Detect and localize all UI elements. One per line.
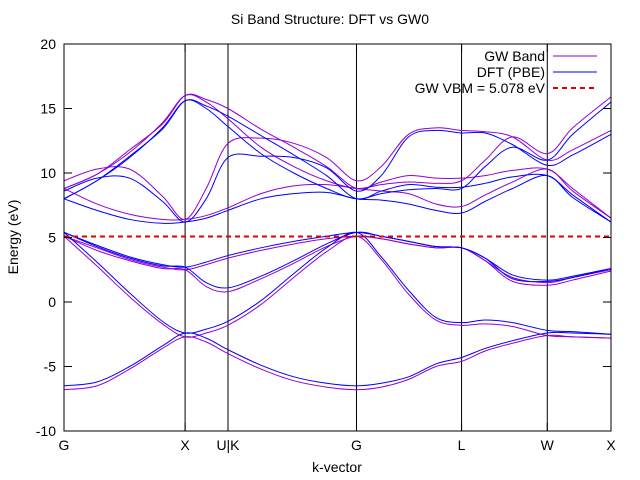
- gw-band-8: [63, 94, 612, 190]
- gw-band-5: [63, 168, 612, 221]
- x-tick-label: X: [606, 437, 616, 453]
- y-tick-label: -5: [44, 359, 57, 375]
- band-lines: [63, 93, 612, 391]
- y-tick-label: 5: [48, 230, 56, 246]
- gw-band-2: [63, 235, 612, 339]
- y-tick-label: -10: [36, 423, 56, 439]
- x-tick-label: U|K: [216, 437, 240, 453]
- x-tick-label: G: [59, 437, 70, 453]
- gw-band-4: [63, 235, 612, 284]
- legend-label: GW Band: [484, 48, 545, 64]
- y-tick-label: 10: [40, 165, 56, 181]
- y-tick-label: 20: [40, 36, 56, 52]
- dft-band-4: [63, 231, 612, 281]
- legend-label: DFT (PBE): [477, 64, 545, 80]
- dft-band-5: [63, 175, 612, 224]
- gw-band-7: [63, 127, 612, 220]
- x-tick-label: G: [351, 437, 362, 453]
- x-axis-label: k-vector: [312, 459, 362, 475]
- dft-band-2: [63, 231, 612, 335]
- x-tick-label: W: [541, 437, 555, 453]
- dft-band-6: [63, 99, 612, 223]
- x-tick-label: X: [180, 437, 190, 453]
- dft-band-8: [63, 99, 612, 200]
- legend-label: GW VBM = 5.078 eV: [415, 80, 546, 96]
- kpoint-lines: [184, 44, 548, 431]
- y-axis-label: Energy (eV): [5, 200, 21, 275]
- gw-band-6: [63, 93, 612, 219]
- plot-frame: [63, 43, 612, 432]
- y-tick-label: 15: [40, 101, 56, 117]
- gw-band-3: [63, 235, 612, 293]
- y-tick-label: 0: [48, 294, 56, 310]
- dft-band-7: [63, 129, 612, 223]
- gw-band-1: [63, 334, 612, 391]
- dft-band-1: [63, 331, 612, 387]
- dft-band-3: [63, 231, 612, 289]
- chart-title: Si Band Structure: DFT vs GW0: [231, 11, 429, 27]
- x-tick-label: L: [458, 437, 466, 453]
- axes: G X U|K G L W X -10 -5 0 5 10 15 20: [36, 36, 617, 453]
